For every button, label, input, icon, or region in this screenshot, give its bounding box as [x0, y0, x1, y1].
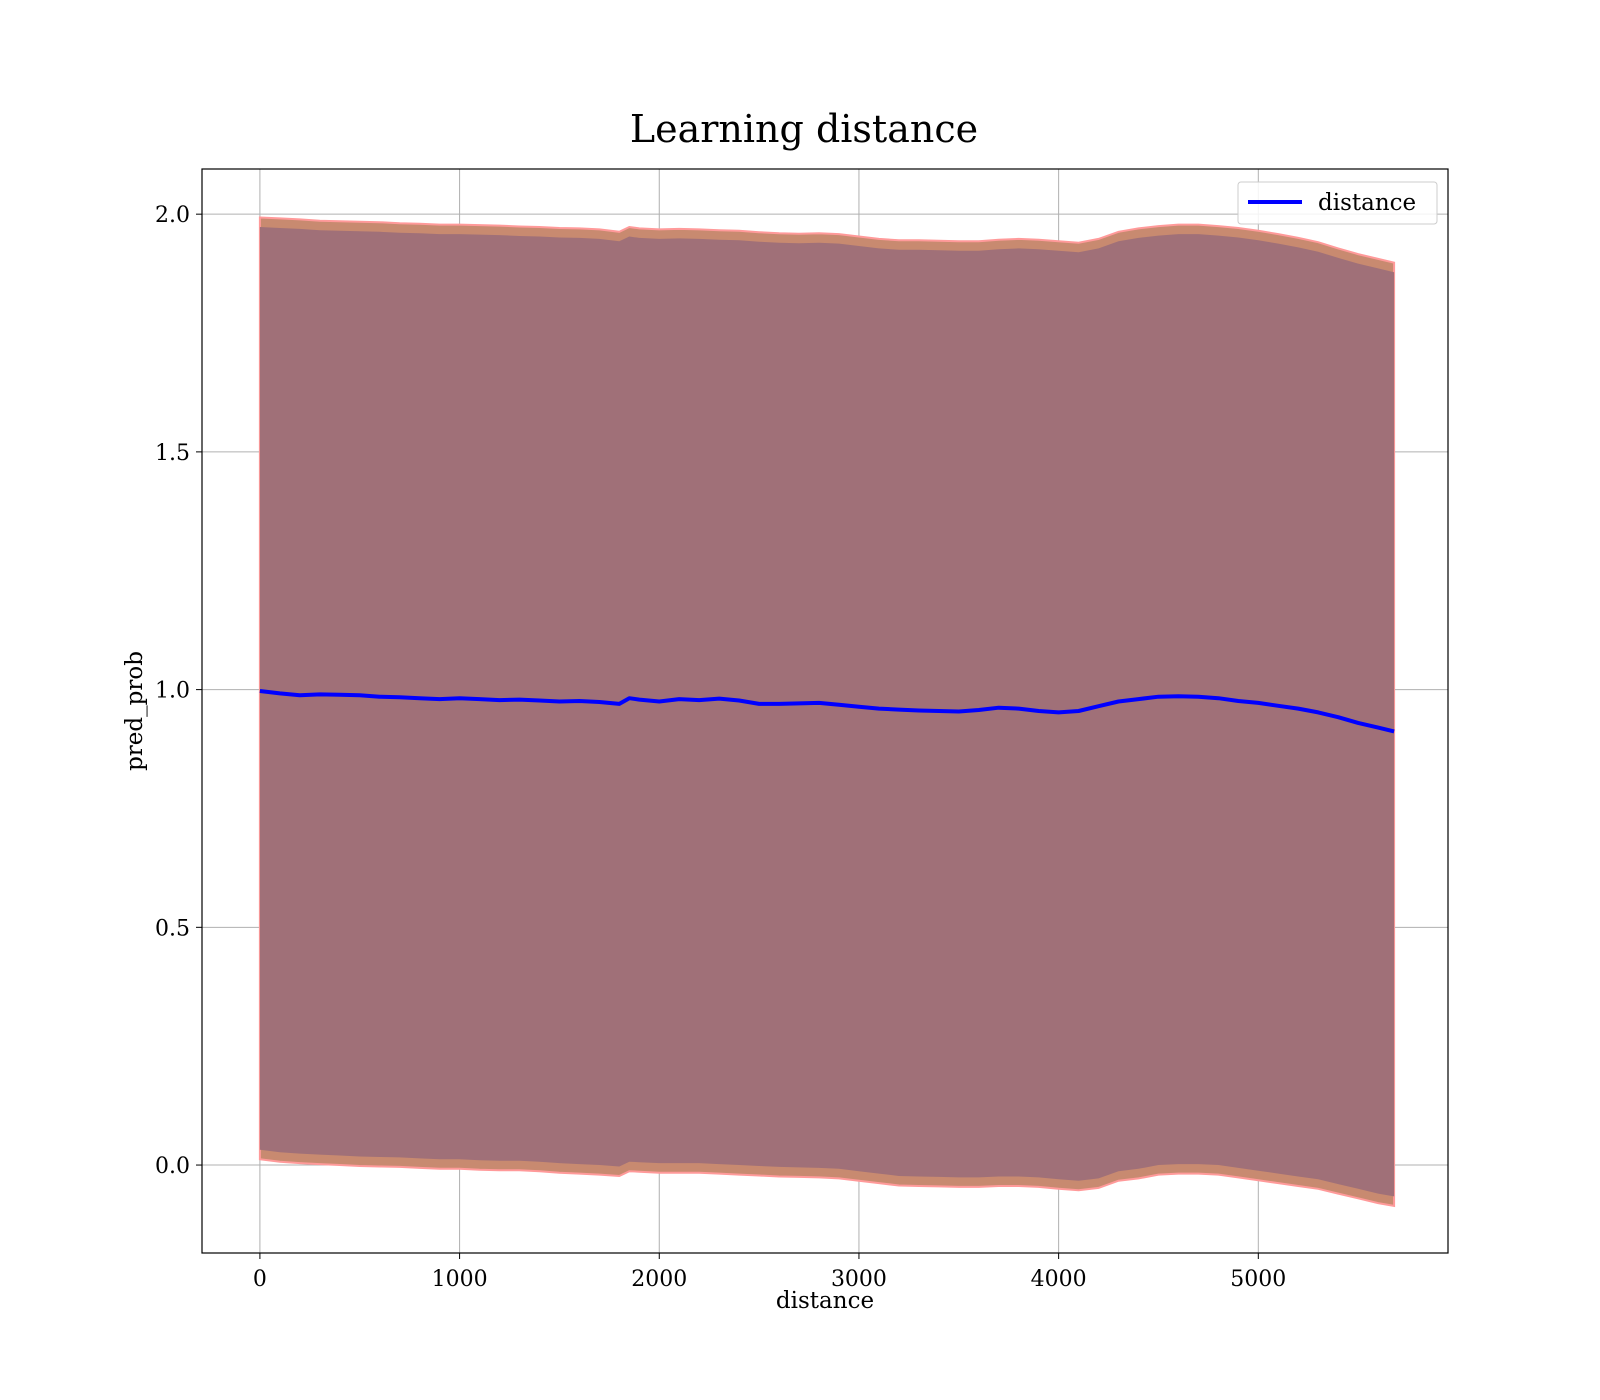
legend-box [1237, 181, 1438, 225]
series-lines [259, 689, 1395, 734]
x-axis: 0 1000 2000 3000 4000 5000 [253, 1253, 1286, 1292]
x-tick-label: 5000 [1230, 1267, 1286, 1292]
y-tick-label: 1.5 [155, 441, 190, 466]
x-tick-label: 1000 [432, 1267, 488, 1292]
x-tick-label: 3000 [831, 1267, 887, 1292]
confidence-band [258, 216, 1396, 1208]
band-fill [259, 227, 1395, 1197]
y-tick-label: 0.5 [155, 916, 190, 941]
chart-title: Learning distance [630, 107, 978, 151]
x-tick-label: 4000 [1031, 1267, 1087, 1292]
y-tick-label: 2.0 [155, 203, 190, 228]
y-axis: 0.0 0.5 1.0 1.5 2.0 [155, 203, 202, 1179]
plot-frame [201, 168, 1449, 1254]
x-tick-label: 2000 [631, 1267, 687, 1292]
y-tick-label: 0.0 [155, 1154, 190, 1179]
x-axis-label: distance [776, 1288, 874, 1314]
legend-label: distance [1318, 190, 1416, 216]
legend: distance [1237, 181, 1438, 225]
y-tick-label: 1.0 [155, 679, 190, 704]
x-tick-label: 0 [253, 1267, 267, 1292]
series-line-distance [259, 689, 1395, 734]
y-axis-label: pred_prob [122, 651, 148, 771]
